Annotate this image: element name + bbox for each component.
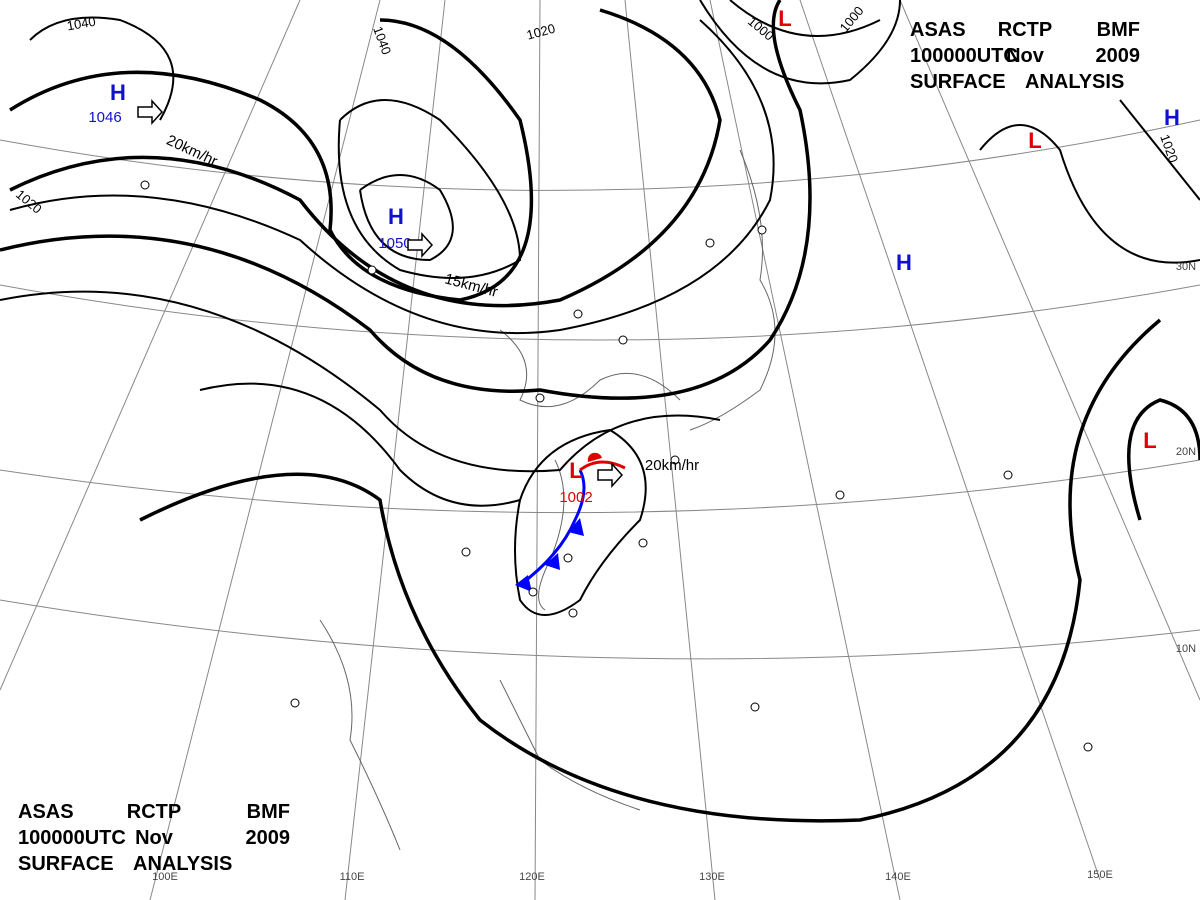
stations <box>140 180 1093 752</box>
center-type: L <box>569 458 582 483</box>
motion-speed: 20km/hr <box>645 457 699 474</box>
center-type: H <box>388 204 404 229</box>
isobars <box>0 0 1200 823</box>
latitude-label: 10N <box>1176 643 1196 655</box>
header-text: SURFACE <box>910 71 1006 93</box>
header-text: ASAS <box>18 801 74 823</box>
latitude-label: 30N <box>1176 261 1196 273</box>
center-type: H <box>1164 105 1180 130</box>
center-pressure: 1002 <box>559 489 592 506</box>
center-type: H <box>110 80 126 105</box>
header-text: SURFACE <box>18 853 114 875</box>
center-type: L <box>1143 428 1156 453</box>
front <box>515 452 626 592</box>
header-text: RCTP <box>127 801 181 823</box>
longitude-label: 130E <box>699 871 725 883</box>
center-pressure: 1046 <box>88 109 121 126</box>
longitude-label: 120E <box>519 871 545 883</box>
isobar-label: 1040 <box>66 14 97 34</box>
header-text: ASAS <box>910 19 966 41</box>
motion-arrow <box>137 99 164 125</box>
header-text: ANALYSIS <box>133 853 232 875</box>
center-type: H <box>896 250 912 275</box>
header-text: 2009 <box>1096 45 1141 67</box>
header-text: Nov <box>1006 45 1045 67</box>
latitude-label: 20N <box>1176 446 1196 458</box>
center-type: L <box>1028 128 1041 153</box>
header-text: Nov <box>135 827 174 849</box>
center-pressure: 1050 <box>378 235 411 252</box>
header-text: BMF <box>247 801 290 823</box>
center-type: L <box>778 6 791 31</box>
header-text: 100000UTC <box>18 827 126 849</box>
longitude-label: 110E <box>340 871 365 883</box>
header-text: RCTP <box>998 19 1052 41</box>
motion-arrow <box>597 462 624 488</box>
longitude-label: 150E <box>1087 869 1113 881</box>
longitude-label: 100E <box>152 871 178 883</box>
header-text: ANALYSIS <box>1025 71 1124 93</box>
header-text: BMF <box>1097 19 1140 41</box>
header-text: 100000UTC <box>910 45 1018 67</box>
motion-arrow <box>407 232 434 258</box>
header-text: 2009 <box>246 827 291 849</box>
isobar-label: 1020 <box>525 21 557 43</box>
longitude-label: 140E <box>885 871 911 883</box>
